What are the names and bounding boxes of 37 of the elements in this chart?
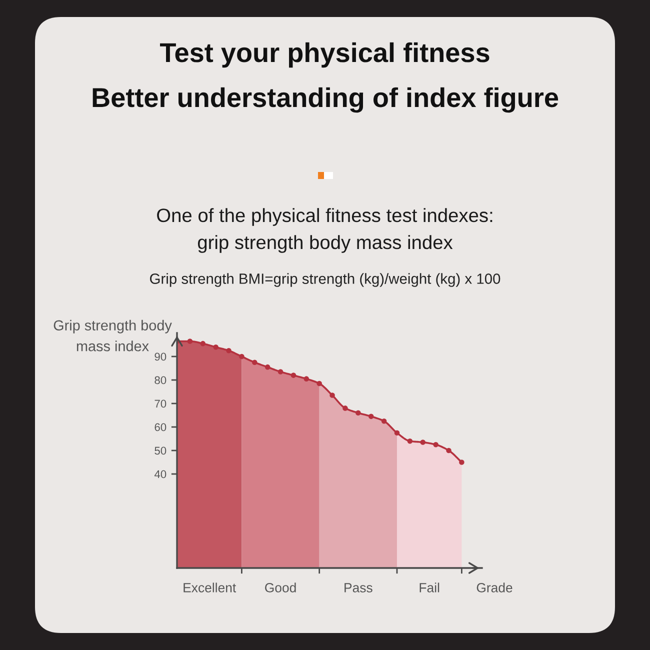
- legend-label: Excellent: [184, 582, 236, 592]
- y-tick-label: 60: [154, 423, 166, 432]
- y-tick-label: 80: [154, 376, 166, 384]
- point: [356, 410, 361, 416]
- chart-subtitle: One of the physical fitness test indexes: grip strength body mass index: [157, 208, 492, 253]
- point: [368, 414, 374, 420]
- series-label: Fail: [420, 582, 440, 592]
- point: [394, 430, 400, 436]
- x-axis-title: Grade: [476, 582, 512, 592]
- point: [446, 448, 452, 454]
- point: [200, 340, 206, 346]
- point: [278, 369, 284, 374]
- point: [330, 392, 335, 398]
- point: [342, 406, 348, 411]
- series-label: Good: [265, 582, 296, 592]
- series-label: Pass: [344, 583, 372, 592]
- point: [316, 380, 322, 386]
- point: [226, 348, 232, 354]
- point: [213, 344, 218, 350]
- point: [239, 354, 244, 360]
- y-axis-title: Grip strength body mass index: [54, 320, 172, 352]
- point: [420, 440, 426, 445]
- point: [407, 438, 413, 444]
- point: [381, 418, 387, 424]
- point: [187, 338, 193, 344]
- text: Grip strength BMI=grip strength (kg)/weight (kg) x 100: [150, 273, 500, 287]
- y-tick-label: 90: [154, 352, 166, 361]
- y-tick-label: 50: [154, 446, 166, 455]
- point: [252, 360, 258, 366]
- y-tick-label: 70: [154, 400, 166, 408]
- point: [433, 442, 438, 448]
- point: [264, 364, 270, 370]
- chart-title: Test your physical fitness Better understanding of index figure: [92, 42, 558, 113]
- point: [304, 376, 310, 382]
- point: [290, 372, 296, 378]
- point: [459, 460, 464, 465]
- y-tick-label: 40: [154, 470, 166, 478]
